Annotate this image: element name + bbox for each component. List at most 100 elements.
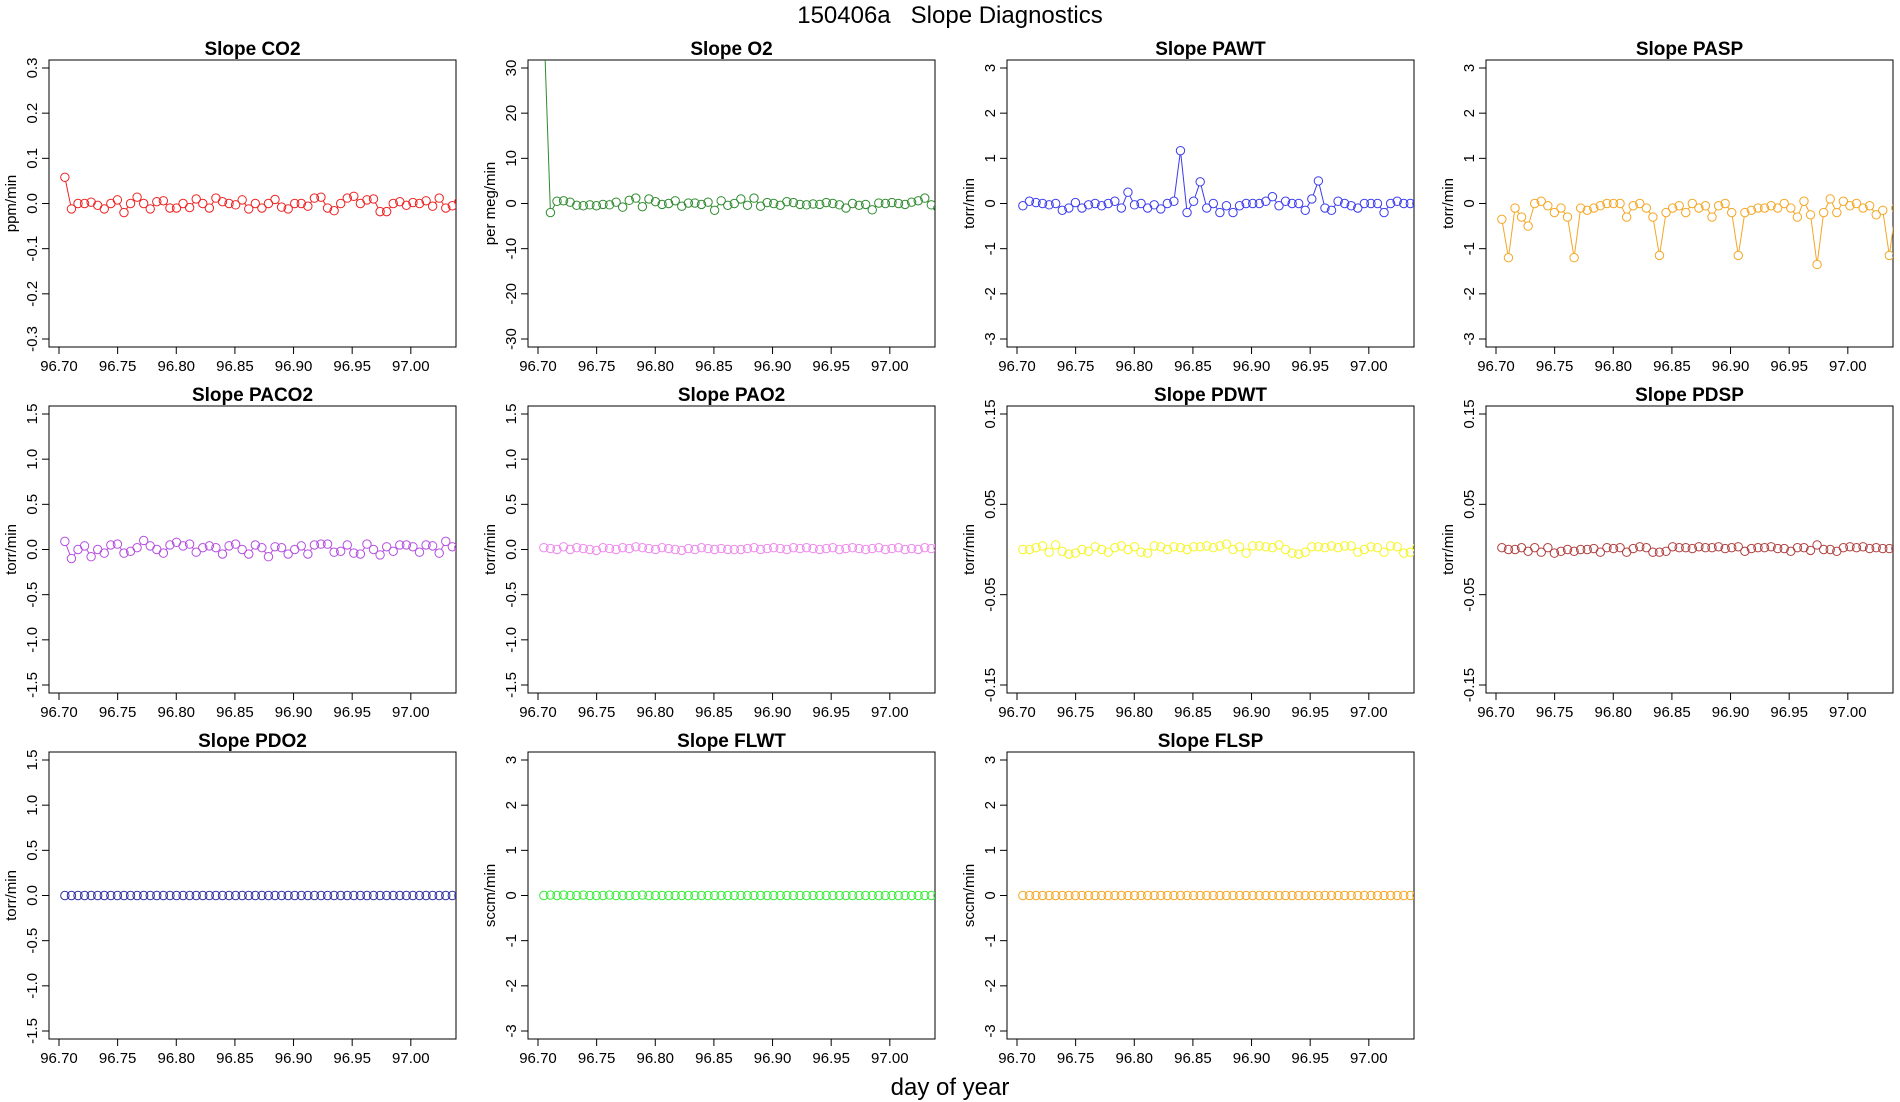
data-point (1064, 549, 1074, 559)
data-point (237, 890, 247, 901)
y-axis-label: torr/min (3, 524, 20, 575)
series-segment (1194, 185, 1200, 198)
data-point (441, 203, 451, 213)
data-point (1274, 201, 1284, 211)
data-point (1149, 541, 1159, 551)
data-point (93, 890, 103, 901)
data-point (1641, 542, 1652, 553)
y-tick-label: 3 (503, 756, 520, 764)
panel-title: Slope PDSP (1635, 385, 1744, 406)
data-point (1385, 890, 1396, 901)
x-tick-label: 96.90 (1712, 358, 1750, 375)
panel-slope-pdwt: Slope PDWT torr/min -0.15 -0.05 0.05 0.15 96.7… (961, 385, 1415, 721)
data-point (1562, 544, 1573, 555)
data-point (1037, 541, 1048, 551)
data-point (1215, 207, 1225, 218)
data-point (178, 198, 188, 209)
x-tick-label: 96.75 (1057, 704, 1095, 721)
data-point (900, 199, 910, 210)
data-point (847, 198, 858, 209)
data-point (1307, 542, 1317, 552)
x-tick-label: 96.75 (578, 704, 616, 721)
y-tick-label: -2 (1461, 287, 1478, 300)
data-point (1602, 542, 1612, 553)
data-point (290, 544, 300, 555)
data-point (1549, 548, 1560, 558)
y-tick-label: 0.0 (503, 539, 520, 560)
x-tick-label: 96.80 (636, 358, 674, 375)
data-point (663, 198, 674, 209)
data-point (1162, 890, 1173, 901)
data-point (1582, 205, 1592, 215)
data-point (696, 542, 707, 553)
data-point (276, 542, 287, 553)
series-segment (1508, 212, 1515, 254)
y-tick-label: -20 (503, 283, 520, 305)
y-tick-label: 2 (503, 801, 520, 809)
data-point (395, 890, 405, 901)
series-segment (1798, 204, 1803, 214)
data-point (880, 890, 891, 901)
y-tick-label: 20 (503, 105, 520, 122)
x-tick-label: 96.70 (998, 1050, 1036, 1067)
x-tick-label: 97.00 (871, 1050, 909, 1067)
data-point (1379, 890, 1389, 901)
data-point (1175, 542, 1186, 553)
panel-slope-co2: Slope CO2 ppm/min -0.3 -0.2 -0.1 0.0 0.1 0.2 0.3… (3, 39, 457, 375)
x-tick-label: 97.00 (392, 1050, 430, 1067)
series-segment (362, 547, 366, 551)
data-point (414, 890, 425, 901)
data-point (1569, 546, 1579, 557)
series-segment (1805, 204, 1810, 212)
data-point (1832, 207, 1842, 218)
data-point (165, 540, 175, 550)
y-axis-label: torr/min (961, 524, 978, 575)
data-point (1248, 541, 1258, 551)
data-point (1162, 544, 1173, 555)
x-tick-label: 96.70 (40, 704, 78, 721)
data-point (329, 890, 339, 901)
data-point (237, 544, 247, 555)
data-point (854, 200, 864, 211)
data-point (1792, 212, 1803, 222)
series (1497, 194, 1893, 270)
data-point (1103, 547, 1113, 557)
data-point (755, 201, 766, 211)
data-point (112, 195, 123, 205)
data-point (887, 543, 897, 554)
x-tick-label: 96.90 (754, 1050, 792, 1067)
x-tick-label: 96.85 (1174, 1050, 1212, 1067)
data-point (309, 193, 320, 203)
data-point (1543, 201, 1553, 211)
x-tick-label: 96.80 (1115, 358, 1153, 375)
data-point (1891, 204, 1893, 212)
data-point (1503, 253, 1514, 263)
data-point (368, 890, 379, 901)
data-point (60, 890, 70, 901)
data-point (828, 542, 838, 553)
data-point (644, 890, 654, 901)
data-point (1287, 548, 1297, 558)
data-point (1871, 542, 1881, 553)
data-point (703, 890, 713, 901)
data-point (362, 890, 372, 901)
y-tick-label: -1.0 (24, 627, 41, 653)
data-point (230, 890, 241, 901)
data-point (66, 204, 77, 214)
series-segment (1502, 223, 1509, 254)
data-point (1202, 541, 1212, 551)
data-point (677, 545, 687, 556)
data-point (93, 544, 103, 555)
data-point (709, 544, 720, 555)
data-point (401, 540, 412, 550)
data-point (381, 890, 392, 901)
y-tick-label: 0.2 (24, 103, 41, 124)
data-point (283, 549, 293, 559)
data-point (1536, 547, 1546, 557)
data-point (73, 544, 83, 555)
data-point (263, 552, 274, 562)
data-point (1399, 890, 1409, 901)
data-point (1254, 541, 1264, 551)
data-point (1123, 187, 1133, 197)
x-tick-label: 96.90 (1233, 1050, 1271, 1067)
